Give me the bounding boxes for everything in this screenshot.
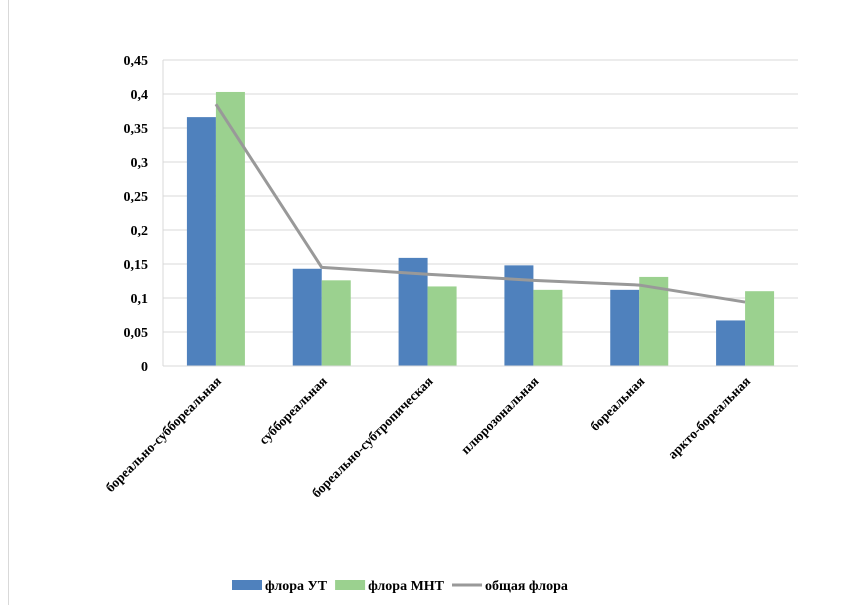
bar-flora-ut bbox=[504, 265, 534, 366]
y-tick-label: 0,4 bbox=[131, 88, 149, 103]
category-label: бореальная bbox=[587, 374, 647, 434]
bar-flora-mnt bbox=[215, 91, 245, 367]
y-tick-label: 0,1 bbox=[131, 292, 149, 307]
bar-flora-mnt bbox=[533, 289, 563, 366]
legend-swatch bbox=[232, 580, 262, 590]
bar-flora-ut bbox=[186, 117, 216, 367]
bar-flora-mnt bbox=[745, 291, 775, 366]
y-tick-label: 0,05 bbox=[124, 326, 149, 341]
frame-left-border bbox=[8, 0, 9, 605]
y-tick-label: 0,45 bbox=[124, 54, 149, 69]
y-tick-label: 0,2 bbox=[131, 224, 149, 239]
legend-label: флора МНТ bbox=[368, 579, 445, 594]
bar-flora-mnt bbox=[427, 286, 457, 366]
y-tick-label: 0,15 bbox=[124, 258, 149, 273]
legend-swatch bbox=[335, 580, 366, 590]
legend-label: общая флора bbox=[485, 579, 568, 594]
category-label: аркто-бореальная bbox=[665, 374, 753, 462]
y-tick-label: 0 bbox=[141, 360, 148, 375]
category-label: бореально-субтропическая bbox=[309, 374, 436, 501]
bar-flora-ut bbox=[398, 257, 428, 366]
category-labels: бореально-суббореальная суббореальнаяборе… bbox=[103, 374, 754, 501]
grid-lines bbox=[163, 59, 798, 333]
category-label: суббореальная bbox=[256, 374, 330, 448]
bars bbox=[186, 91, 775, 367]
bar-flora-ut bbox=[610, 289, 640, 366]
y-tick-label: 0,35 bbox=[124, 122, 149, 137]
y-tick-label: 0,3 bbox=[131, 156, 149, 171]
series-line bbox=[214, 103, 746, 304]
line-total-flora bbox=[214, 103, 746, 304]
category-label: бореально-суббореальная bbox=[103, 374, 224, 495]
bar-flora-ut bbox=[292, 268, 322, 366]
category-label: плюрозональная bbox=[458, 374, 542, 458]
legend-label: флора УТ bbox=[265, 579, 328, 594]
y-tick-label: 0,25 bbox=[124, 190, 149, 205]
bar-flora-mnt bbox=[321, 280, 351, 366]
bar-flora-mnt bbox=[639, 276, 669, 366]
bar-flora-ut bbox=[716, 320, 746, 366]
axes bbox=[162, 60, 798, 367]
y-tick-labels: 0 0,05 0,1 0,15 0,2 0,25 0,3 0,35 0,4 0,45 bbox=[124, 54, 149, 375]
legend: флора УТ флора МНТ общая флора bbox=[232, 579, 568, 594]
